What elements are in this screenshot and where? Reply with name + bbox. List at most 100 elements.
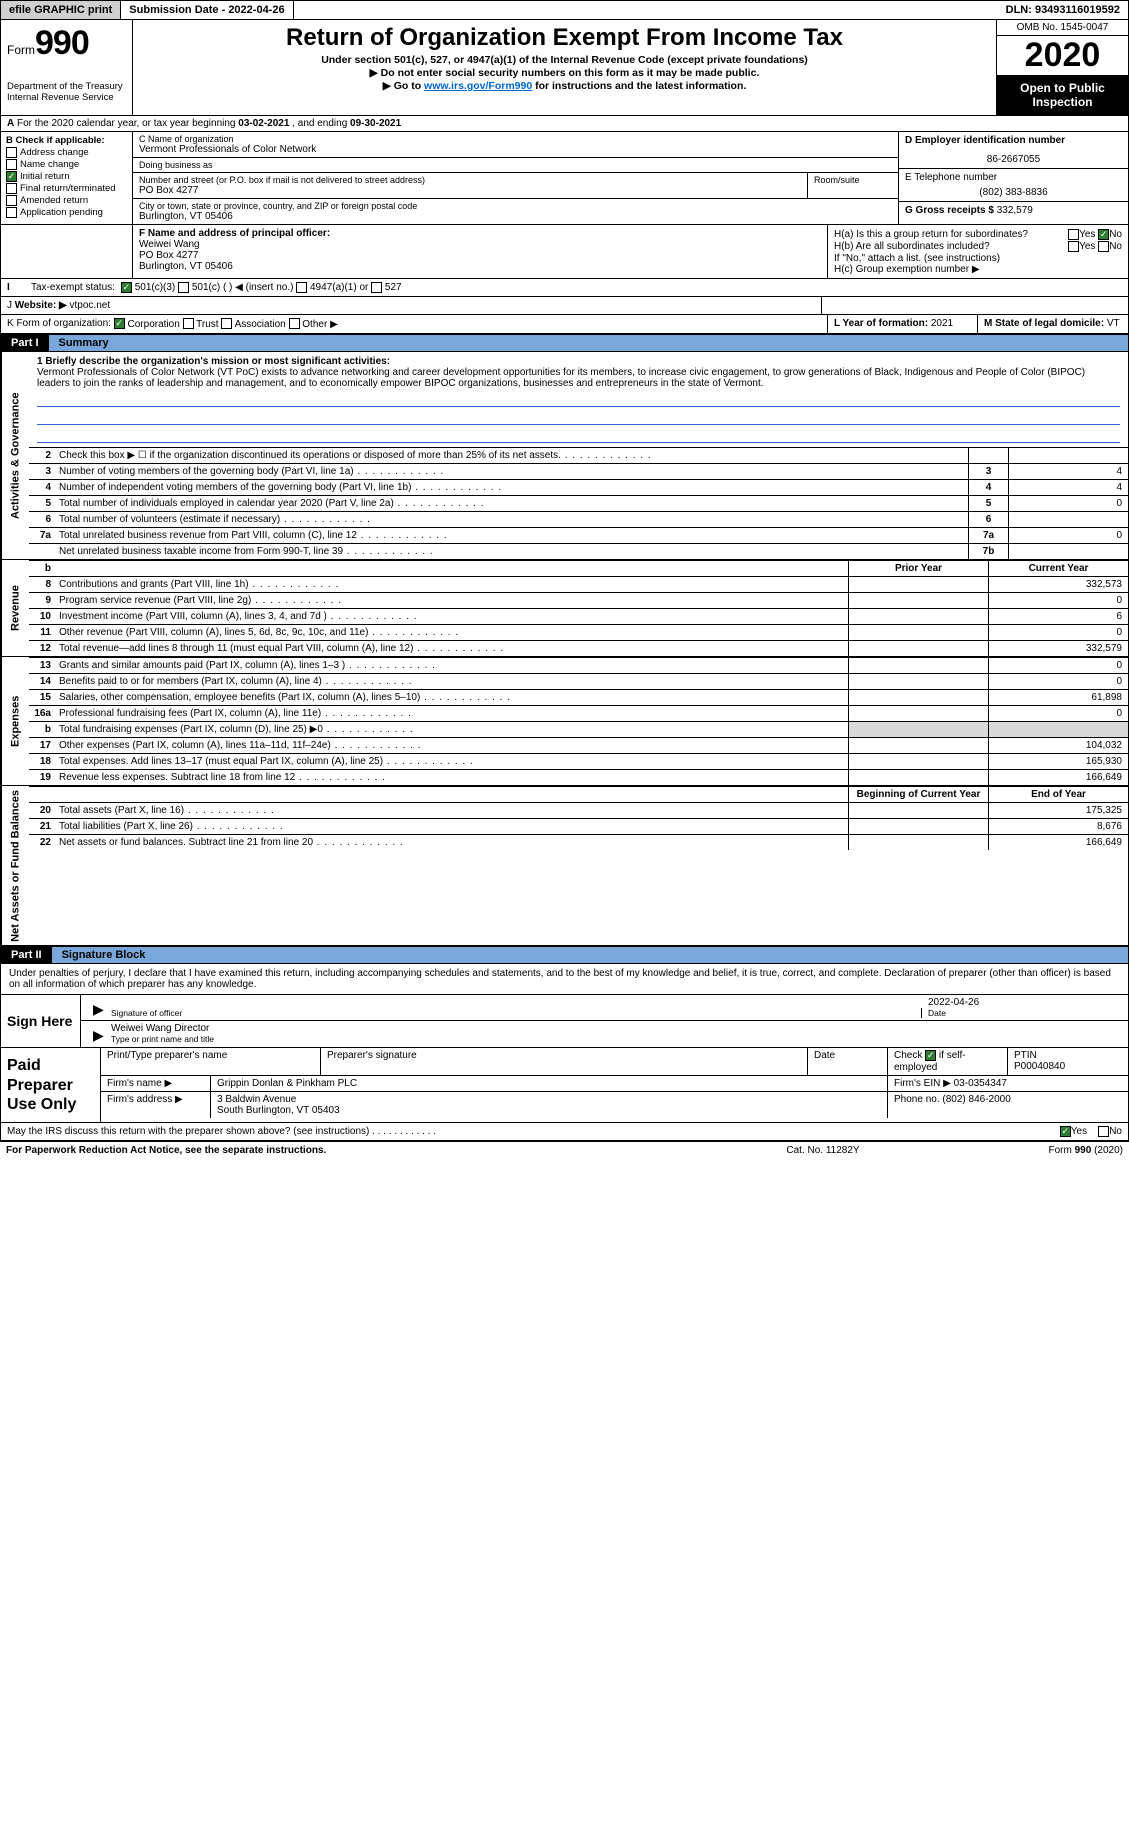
k-label: Form of organization:	[16, 319, 111, 330]
row-text: Number of voting members of the governin…	[55, 464, 968, 479]
ha-yes-checkbox[interactable]	[1068, 229, 1079, 240]
self-emp-checkbox[interactable]	[925, 1050, 936, 1061]
k-opt-label: Other ▶	[300, 319, 338, 330]
b-checkbox[interactable]	[6, 195, 17, 206]
row-val: 4	[1008, 480, 1128, 495]
prior-val	[848, 738, 988, 753]
prior-val	[848, 722, 988, 737]
gov-row: Net unrelated business taxable income fr…	[29, 543, 1128, 559]
i-opt-label: 527	[382, 282, 401, 293]
k-opt-label: Corporation	[125, 319, 183, 330]
hc-label: H(c) Group exemption number ▶	[834, 264, 1122, 275]
end-year-hdr: End of Year	[988, 787, 1128, 802]
vtab-governance: Activities & Governance	[1, 352, 29, 559]
b-checkbox-row: Application pending	[6, 207, 127, 218]
firm-addr-lbl: Firm's address ▶	[101, 1092, 211, 1118]
g-label: G Gross receipts $	[905, 205, 994, 216]
self-emp-cell: Check if self-employed	[888, 1048, 1008, 1074]
dept2: Internal Revenue Service	[7, 92, 126, 103]
cur-val: 0	[988, 674, 1128, 689]
row-box: 7b	[968, 544, 1008, 559]
form-label: Form	[7, 43, 35, 57]
i-label: Tax-exempt status:	[31, 282, 115, 293]
b-checkbox[interactable]	[6, 147, 17, 158]
data-row: 11 Other revenue (Part VIII, column (A),…	[29, 624, 1128, 640]
prior-val	[848, 674, 988, 689]
f-label: F Name and address of principal officer:	[139, 228, 821, 239]
ha-no-checkbox[interactable]	[1098, 229, 1109, 240]
period-mid: , and ending	[292, 118, 350, 129]
topbar: efile GRAPHIC print Submission Date - 20…	[0, 0, 1129, 20]
submission-date: Submission Date - 2022-04-26	[121, 1, 293, 19]
row-num: 4	[29, 480, 55, 495]
data-row: 22 Net assets or fund balances. Subtract…	[29, 834, 1128, 850]
i-checkbox[interactable]	[371, 282, 382, 293]
hb-label: H(b) Are all subordinates included?	[834, 241, 990, 252]
irs-link[interactable]: www.irs.gov/Form990	[424, 80, 532, 92]
row-text: Total revenue—add lines 8 through 11 (mu…	[55, 641, 848, 656]
firm-ein-lbl: Firm's EIN ▶	[894, 1078, 951, 1089]
row-text: Program service revenue (Part VIII, line…	[55, 593, 848, 608]
period-a: A	[7, 118, 14, 129]
c-name-label: C Name of organization	[139, 134, 892, 144]
gov-row: 5 Total number of individuals employed i…	[29, 495, 1128, 511]
vtab-revenue: Revenue	[1, 560, 29, 656]
hb-no-checkbox[interactable]	[1098, 241, 1109, 252]
row-num: 14	[29, 674, 55, 689]
b-checkbox[interactable]	[6, 183, 17, 194]
sub3-post: for instructions and the latest informat…	[532, 80, 746, 92]
row-val	[1008, 448, 1128, 463]
vtab-net: Net Assets or Fund Balances	[1, 786, 29, 946]
i-checkbox[interactable]	[121, 282, 132, 293]
data-row: 19 Revenue less expenses. Subtract line …	[29, 769, 1128, 785]
col-header: b Prior Year Current Year	[29, 560, 1128, 576]
omb-number: OMB No. 1545-0047	[997, 20, 1128, 36]
row-text: Other expenses (Part IX, column (A), lin…	[55, 738, 848, 753]
city-label: City or town, state or province, country…	[139, 201, 892, 211]
k-checkbox[interactable]	[221, 318, 232, 329]
hb-yes-checkbox[interactable]	[1068, 241, 1079, 252]
section-b-k: B Check if applicable: Address changeNam…	[0, 132, 1129, 224]
m-value: VT	[1107, 318, 1120, 329]
row-k: K Form of organization: Corporation Trus…	[1, 315, 1128, 333]
section-b: B Check if applicable: Address changeNam…	[1, 132, 133, 224]
b-checkbox[interactable]	[6, 207, 17, 218]
k-checkbox[interactable]	[183, 318, 194, 329]
prior-val	[848, 754, 988, 769]
discuss-yes-checkbox[interactable]	[1060, 1126, 1071, 1137]
data-row: 16a Professional fundraising fees (Part …	[29, 705, 1128, 721]
b-item-label: Initial return	[20, 171, 70, 182]
i-checkbox[interactable]	[296, 282, 307, 293]
row-num: 15	[29, 690, 55, 705]
org-name: Vermont Professionals of Color Network	[139, 144, 892, 155]
room-label: Room/suite	[808, 173, 898, 198]
section-f-h: F Name and address of principal officer:…	[0, 224, 1129, 278]
mission-label: 1 Briefly describe the organization's mi…	[37, 356, 1120, 367]
g-cell: G Gross receipts $ 332,579	[899, 202, 1128, 219]
section-h: H(a) Is this a group return for subordin…	[828, 225, 1128, 278]
row-text: Total expenses. Add lines 13–17 (must eq…	[55, 754, 848, 769]
efile-print-button[interactable]: efile GRAPHIC print	[1, 1, 121, 19]
i-checkbox[interactable]	[178, 282, 189, 293]
row-box: 7a	[968, 528, 1008, 543]
section-f: F Name and address of principal officer:…	[133, 225, 828, 278]
row-num: 9	[29, 593, 55, 608]
row-box: 5	[968, 496, 1008, 511]
row-val	[1008, 512, 1128, 527]
d-label: D Employer identification number	[905, 135, 1122, 146]
b-checkbox-row: Amended return	[6, 195, 127, 206]
k-checkbox[interactable]	[289, 318, 300, 329]
hb-yes: Yes	[1079, 241, 1095, 252]
discuss-no-checkbox[interactable]	[1098, 1126, 1109, 1137]
k-checkbox[interactable]	[114, 318, 125, 329]
d-cell: D Employer identification number 86-2667…	[899, 132, 1128, 169]
e-cell: E Telephone number (802) 383-8836	[899, 169, 1128, 202]
b-checkbox[interactable]	[6, 171, 17, 182]
part-2-num: Part II	[1, 947, 52, 963]
officer-addr2: Burlington, VT 05406	[139, 261, 821, 272]
addr-label: Number and street (or P.O. box if mail i…	[139, 175, 801, 185]
row-text: Other revenue (Part VIII, column (A), li…	[55, 625, 848, 640]
preparer-block: Paid Preparer Use Only Print/Type prepar…	[1, 1047, 1128, 1122]
section-d-e-g: D Employer identification number 86-2667…	[898, 132, 1128, 224]
b-checkbox[interactable]	[6, 159, 17, 170]
